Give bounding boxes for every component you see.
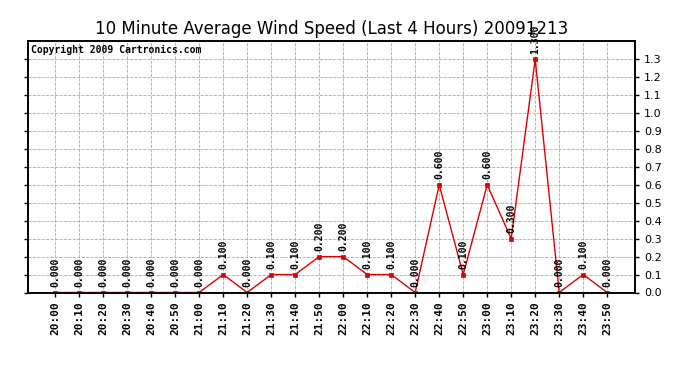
Text: 0.100: 0.100 <box>386 240 396 269</box>
Text: 0.600: 0.600 <box>482 150 492 179</box>
Text: Copyright 2009 Cartronics.com: Copyright 2009 Cartronics.com <box>30 45 201 55</box>
Text: 0.000: 0.000 <box>410 258 420 287</box>
Text: 0.100: 0.100 <box>458 240 469 269</box>
Text: 0.000: 0.000 <box>98 258 108 287</box>
Text: 0.100: 0.100 <box>362 240 372 269</box>
Text: 0.000: 0.000 <box>146 258 156 287</box>
Text: 0.300: 0.300 <box>506 204 516 233</box>
Text: 0.600: 0.600 <box>434 150 444 179</box>
Text: 0.000: 0.000 <box>75 258 84 287</box>
Text: 0.000: 0.000 <box>50 258 60 287</box>
Text: 0.200: 0.200 <box>314 222 324 251</box>
Text: 0.000: 0.000 <box>122 258 132 287</box>
Text: 0.100: 0.100 <box>578 240 588 269</box>
Text: 0.200: 0.200 <box>338 222 348 251</box>
Text: 1.300: 1.300 <box>530 24 540 54</box>
Text: 0.000: 0.000 <box>554 258 564 287</box>
Title: 10 Minute Average Wind Speed (Last 4 Hours) 20091213: 10 Minute Average Wind Speed (Last 4 Hou… <box>95 20 568 38</box>
Text: 0.000: 0.000 <box>242 258 253 287</box>
Text: 0.100: 0.100 <box>266 240 276 269</box>
Text: 0.000: 0.000 <box>602 258 612 287</box>
Text: 0.000: 0.000 <box>194 258 204 287</box>
Text: 0.000: 0.000 <box>170 258 180 287</box>
Text: 0.100: 0.100 <box>290 240 300 269</box>
Text: 0.100: 0.100 <box>218 240 228 269</box>
